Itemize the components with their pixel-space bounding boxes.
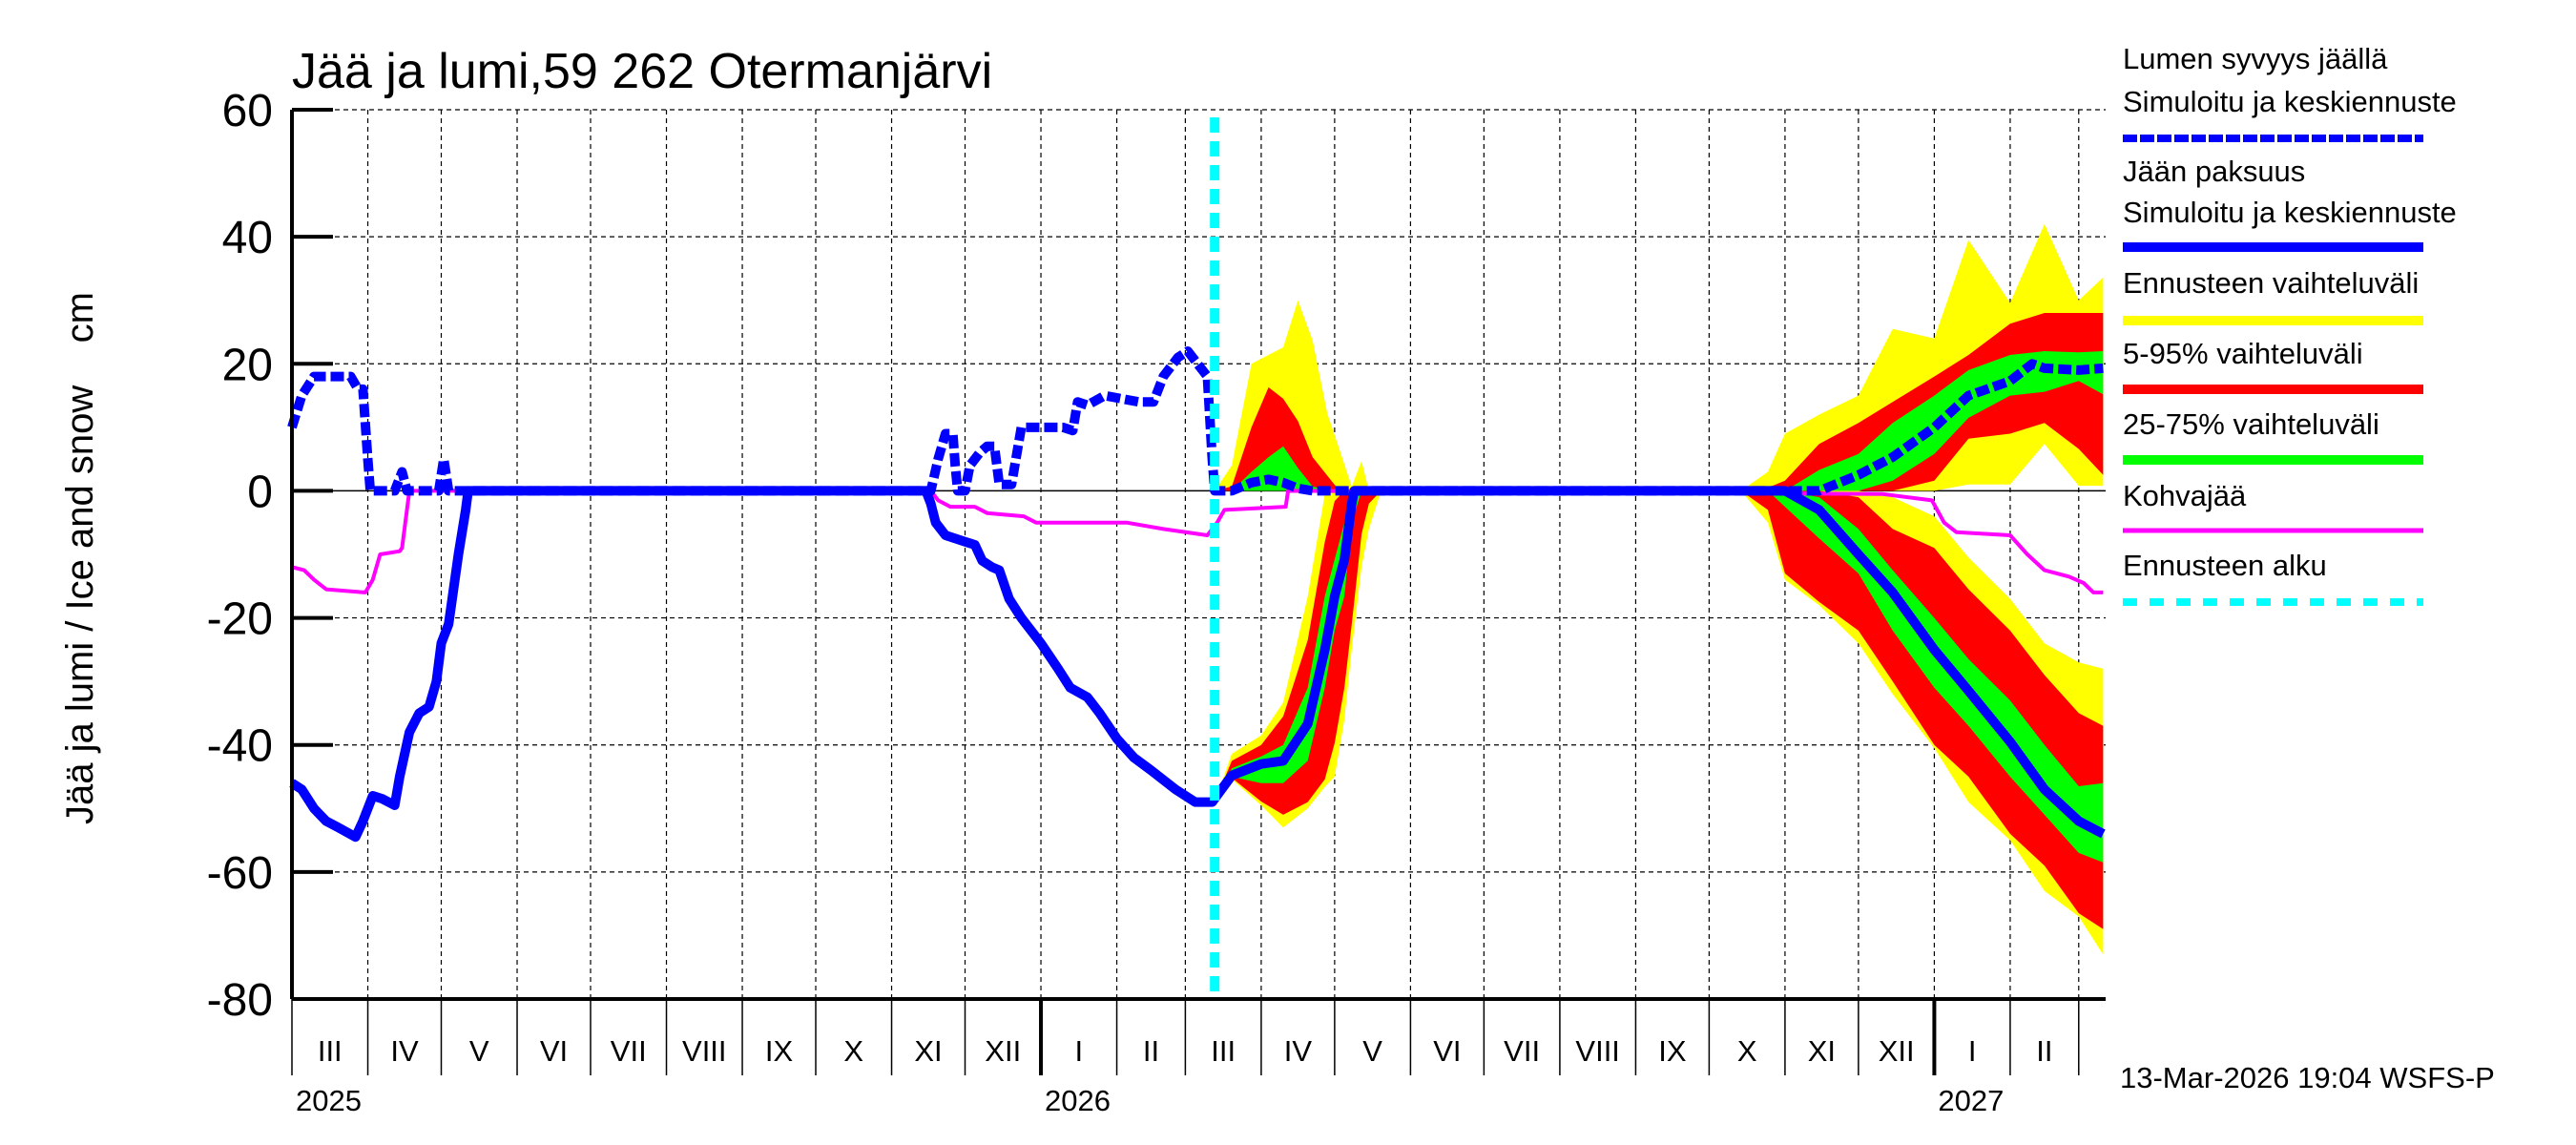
y-tick-label: -40 (207, 721, 273, 772)
year-label: 2025 (296, 1084, 362, 1117)
month-label: XI (914, 1034, 942, 1068)
month-label: XII (985, 1034, 1021, 1068)
legend-label: Lumen syvyys jäällä (2123, 42, 2388, 75)
year-label: 2027 (1938, 1084, 2004, 1117)
month-label: I (1074, 1034, 1083, 1068)
month-label: III (318, 1034, 343, 1068)
month-label: IX (1658, 1034, 1687, 1068)
series-lines (287, 117, 2106, 999)
month-label: II (1143, 1034, 1159, 1068)
legend: Lumen syvyys jäällä Simuloitu ja keskienn… (2123, 42, 2457, 606)
year-label: 2026 (1045, 1084, 1111, 1117)
y-tick-label: 40 (222, 213, 273, 263)
chart-title: Jää ja lumi,59 262 Otermanjärvi (292, 44, 992, 99)
y-tick-label: -60 (207, 848, 273, 899)
forecast-bands (1215, 223, 2104, 955)
month-label: XII (1879, 1034, 1915, 1068)
month-label: V (1362, 1034, 1382, 1068)
y-axis-label: Jää ja lumi / Ice and snow cm (59, 292, 101, 824)
timestamp: 13-Mar-2026 19:04 WSFS-P (2120, 1061, 2495, 1094)
grid (292, 109, 2106, 999)
legend-sublabel: Simuloitu ja keskiennuste (2123, 196, 2457, 229)
snow-p25-75-band (1740, 351, 2104, 491)
snow-line (287, 346, 2104, 496)
y-tick-label: -20 (207, 594, 273, 645)
month-label: XI (1808, 1034, 1836, 1068)
month-label: VII (611, 1034, 647, 1068)
legend-label: Ennusteen alku (2123, 549, 2327, 582)
month-label: VI (540, 1034, 568, 1068)
month-label: III (1211, 1034, 1236, 1068)
month-label: II (2036, 1034, 2052, 1068)
month-label: X (1737, 1034, 1757, 1068)
month-label: IX (765, 1034, 794, 1068)
month-label: VI (1433, 1034, 1461, 1068)
y-tick-label: 60 (222, 86, 273, 136)
y-tick-label: 20 (222, 340, 273, 390)
legend-label: 25-75% vaihteluväli (2123, 407, 2379, 441)
slush-line (291, 489, 2104, 594)
month-label: IV (390, 1034, 419, 1068)
month-label: VII (1504, 1034, 1540, 1068)
month-label: IV (1284, 1034, 1313, 1068)
legend-label: Jään paksuus (2123, 155, 2305, 188)
month-label: X (843, 1034, 863, 1068)
legend-label: Ennusteen vaihteluväli (2123, 266, 2419, 300)
snow-p5-95-band (1215, 386, 1369, 491)
month-label: VIII (1575, 1034, 1620, 1068)
month-label: V (469, 1034, 489, 1068)
legend-sublabel: Simuloitu ja keskiennuste (2123, 85, 2457, 118)
y-tick-label: 0 (247, 467, 273, 517)
month-label: I (1968, 1034, 1977, 1068)
ice-p5-95-band (1740, 490, 2104, 929)
legend-label: 5-95% vaihteluväli (2123, 337, 2363, 370)
legend-label: Kohvajää (2123, 479, 2247, 512)
month-label: VIII (682, 1034, 727, 1068)
ice-p25-75-band (1740, 490, 2104, 863)
y-tick-label: -80 (207, 975, 273, 1026)
